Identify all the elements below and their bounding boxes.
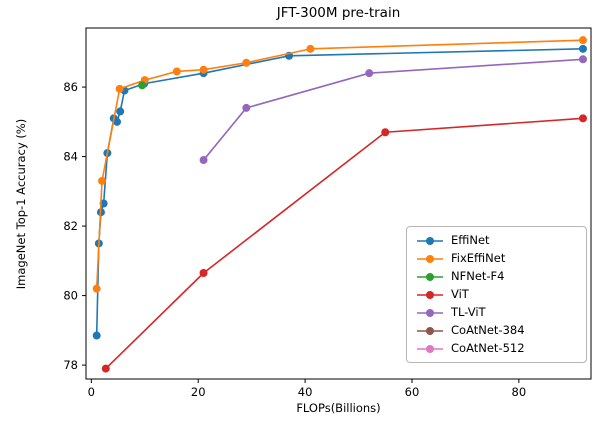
legend-marker-icon [417,308,443,317]
data-point-vit [578,114,587,123]
data-point-vit [101,364,110,373]
data-point-fixeffinet [172,67,181,76]
data-point-fixeffinet [578,36,587,45]
legend-marker-icon [417,290,443,299]
legend-label: ViT [451,287,469,301]
x-axis-label: FLOPs(Billions) [296,401,381,415]
y-axis-label-text: ImageNet Top-1 Accuracy (%) [14,118,28,290]
data-point-effinet [112,117,121,126]
legend-item-nfnet-f4: NFNet-F4 [416,268,576,285]
series-line-tl-vit [202,58,584,161]
y-tick-label: 78 [63,358,78,372]
axes-box [85,27,592,380]
chart-title: JFT-300M pre-train [276,5,401,21]
data-point-vit [199,269,208,278]
data-point-fixeffinet [199,65,208,74]
legend-label: CoAtNet-384 [451,323,525,337]
legend-item-coatnet-384: CoAtNet-384 [416,322,576,339]
data-point-fixeffinet [92,284,101,293]
data-point-nfnet-f4 [138,81,147,90]
legend-label: NFNet-F4 [451,269,505,283]
legend-item-tl-vit: TL-ViT [416,304,576,321]
x-tick-label: 60 [405,385,420,399]
legend-label: CoAtNet-512 [451,341,525,355]
data-point-vit [381,128,390,137]
y-tick-label: 86 [63,80,78,94]
legend-item-coatnet-512: CoAtNet-512 [416,340,576,357]
legend-marker-icon [417,236,443,245]
data-point-fixeffinet [242,58,251,67]
legend-label: FixEffiNet [451,251,506,265]
data-point-fixeffinet [98,176,107,185]
data-point-tl-vit [199,156,208,165]
data-point-effinet [116,107,125,116]
data-point-fixeffinet [115,84,124,93]
y-tick-label: 84 [63,150,78,164]
x-tick-label: 40 [298,385,313,399]
x-tick-label: 80 [512,385,527,399]
legend-label: TL-ViT [451,305,486,319]
data-point-tl-vit [365,69,374,78]
data-point-effinet [92,331,101,340]
series-line-vit [104,117,584,370]
legend-item-vit: ViT [416,286,576,303]
legend-label: EffiNet [451,233,490,247]
legend: EffiNet FixEffiNet NFNet-F4 ViT TL-ViT CoAtNe… [406,226,587,363]
x-tick-label: 0 [88,385,95,399]
legend-marker-icon [417,344,443,353]
legend-marker-icon [417,254,443,263]
y-tick-label: 80 [63,289,78,303]
data-point-effinet [578,44,587,53]
legend-item-effinet: EffiNet [416,232,576,249]
data-point-tl-vit [578,55,587,64]
legend-marker-icon [417,326,443,335]
y-tick-label: 82 [63,219,78,233]
x-tick-label: 20 [191,385,206,399]
legend-item-fixeffinet: FixEffiNet [416,250,576,267]
data-point-fixeffinet [306,44,315,53]
data-point-tl-vit [242,103,251,112]
legend-marker-icon [417,272,443,281]
